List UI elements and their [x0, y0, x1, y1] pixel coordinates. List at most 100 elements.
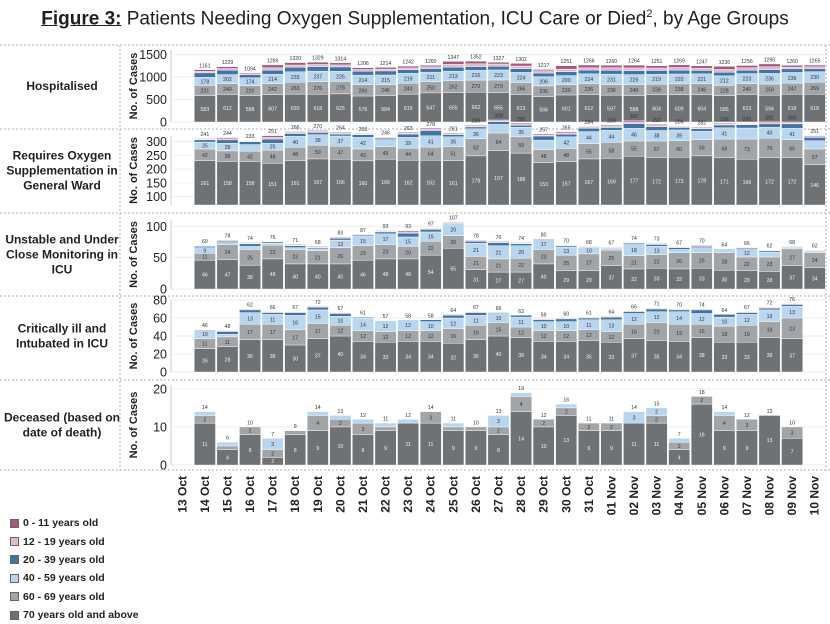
segment-label: 47: [225, 272, 231, 278]
bar-segment: [442, 66, 465, 72]
bar-segment: [352, 134, 374, 138]
bar-segment: [374, 422, 397, 428]
bar-segment: [781, 65, 803, 68]
segment-label: 238: [652, 87, 661, 93]
total-label: 76: [496, 235, 502, 241]
total-label: 13: [767, 409, 773, 415]
legend-label: 40 - 59 years old: [23, 572, 105, 585]
segment-label: 172: [765, 179, 774, 185]
bar-segment: [306, 130, 329, 132]
bar-segment: [352, 133, 374, 135]
y-axis-label: No. of Cases: [128, 137, 140, 204]
segment-label: 34: [541, 355, 547, 361]
segment-label: 18: [631, 248, 637, 254]
segment-label: 13: [654, 248, 660, 254]
bar-segment: [645, 243, 668, 245]
total-label: 64: [609, 310, 615, 316]
segment-label: 177: [630, 179, 639, 185]
segment-label: 46: [360, 273, 366, 279]
bar-segment: [623, 120, 645, 123]
bar-segment: [284, 312, 307, 316]
segment-label: 25: [563, 261, 569, 267]
bar-segment: [532, 318, 555, 320]
bar-segment: [532, 419, 555, 428]
panel-label: Unstable and Under: [5, 233, 119, 247]
total-label: 74: [518, 236, 524, 242]
bar-segment: [442, 132, 465, 134]
total-label: 1251: [651, 59, 663, 65]
segment-label: 3: [633, 415, 636, 421]
total-label: 15: [654, 401, 660, 407]
total-label: 1161: [199, 63, 210, 69]
bar-segment: [306, 61, 329, 65]
panel-label: Critically ill and: [18, 322, 107, 336]
bar-segment: [645, 407, 668, 416]
segment-label: 202: [223, 77, 232, 83]
bar-segment: [397, 133, 419, 138]
legend-item: 0 - 11 years old: [10, 514, 139, 532]
segment-label: 27: [789, 255, 795, 261]
total-label: 270: [313, 124, 322, 130]
bar-segment: [758, 123, 781, 128]
total-label: 241: [201, 132, 210, 138]
bar-segment: [306, 132, 329, 135]
bar-segment: [419, 68, 442, 73]
segment-label: 12: [405, 334, 411, 340]
segment-label: 21: [631, 260, 637, 266]
bar-segment: [781, 66, 803, 70]
bar-segment: [600, 316, 623, 321]
total-label: 301: [765, 115, 774, 121]
segment-label: 161: [201, 181, 210, 187]
y-tick-label: 10: [153, 420, 167, 434]
bar-segment: [713, 66, 736, 70]
segment-label: 16: [473, 330, 479, 336]
bar-segment: [758, 307, 781, 311]
segment-label: 24: [225, 250, 231, 256]
total-label: 76: [270, 235, 276, 241]
segment-label: 25: [699, 258, 705, 264]
bar-segment: [419, 229, 442, 233]
bar-segment: [306, 306, 329, 308]
segment-label: 214: [268, 77, 277, 83]
segment-label: 12: [383, 335, 389, 341]
bar-segment: [397, 132, 419, 134]
segment-label: 607: [268, 106, 277, 112]
bar-segment: [600, 316, 623, 318]
bar-segment: [578, 69, 600, 74]
segment-label: 11: [405, 442, 410, 448]
segment-label: 38: [699, 353, 705, 359]
y-tick-label: 100: [146, 190, 167, 204]
bar-segment: [758, 251, 781, 258]
segment-label: 11: [654, 442, 659, 448]
bar-segment: [736, 311, 758, 313]
segment-label: 21: [473, 248, 479, 254]
x-tick-label: 21 Oct: [356, 476, 370, 513]
total-label: 295: [743, 117, 752, 123]
bar-segment: [510, 63, 532, 67]
total-label: 18: [699, 390, 705, 396]
segment-label: 167: [585, 180, 594, 186]
total-label: 70: [676, 303, 682, 309]
bar-segment: [532, 72, 555, 77]
bar-segment: [713, 69, 736, 73]
bar-segment: [668, 247, 691, 250]
total-label: 63: [518, 309, 524, 315]
segment-label: 597: [607, 107, 616, 113]
y-tick-label: 50: [153, 251, 167, 265]
bar-segment: [532, 69, 555, 71]
segment-label: 238: [675, 87, 684, 93]
segment-label: 40: [315, 274, 321, 280]
bar-segment: [284, 64, 307, 68]
bar-segment: [239, 72, 261, 74]
segment-label: 2: [271, 459, 274, 465]
bar-segment: [555, 403, 578, 409]
bar-segment: [284, 62, 307, 66]
segment-label: 2: [700, 398, 703, 404]
segment-label: 18: [767, 328, 773, 334]
panel-label: General Ward: [23, 179, 101, 193]
segment-label: 23: [360, 251, 366, 257]
total-label: 13: [496, 409, 502, 415]
x-tick-label: 03 Nov: [650, 476, 664, 516]
bar-segment: [487, 415, 510, 428]
